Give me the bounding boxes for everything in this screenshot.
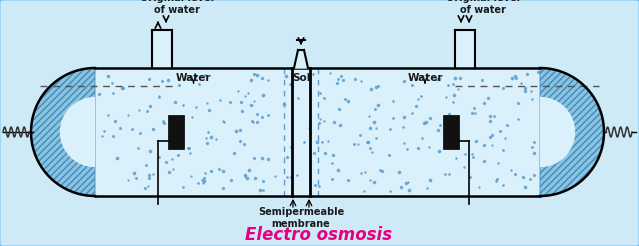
Text: Sol: Sol — [292, 73, 310, 83]
Text: Water: Water — [407, 73, 443, 83]
Bar — [168, 115, 184, 149]
Text: Original level
of water: Original level of water — [446, 0, 520, 15]
Text: Electro osmosis: Electro osmosis — [245, 226, 392, 244]
Wedge shape — [60, 97, 95, 167]
Polygon shape — [294, 50, 308, 68]
Text: Water: Water — [176, 73, 212, 83]
Wedge shape — [540, 68, 604, 196]
Wedge shape — [31, 68, 95, 196]
Text: Original level
of water: Original level of water — [140, 0, 214, 15]
Bar — [95, 68, 540, 196]
Bar — [152, 30, 172, 68]
Wedge shape — [540, 97, 575, 167]
Wedge shape — [31, 68, 95, 196]
Bar — [455, 30, 475, 68]
Bar — [443, 115, 459, 149]
Wedge shape — [540, 68, 604, 196]
Text: Semipermeable
membrane: Semipermeable membrane — [258, 207, 344, 229]
